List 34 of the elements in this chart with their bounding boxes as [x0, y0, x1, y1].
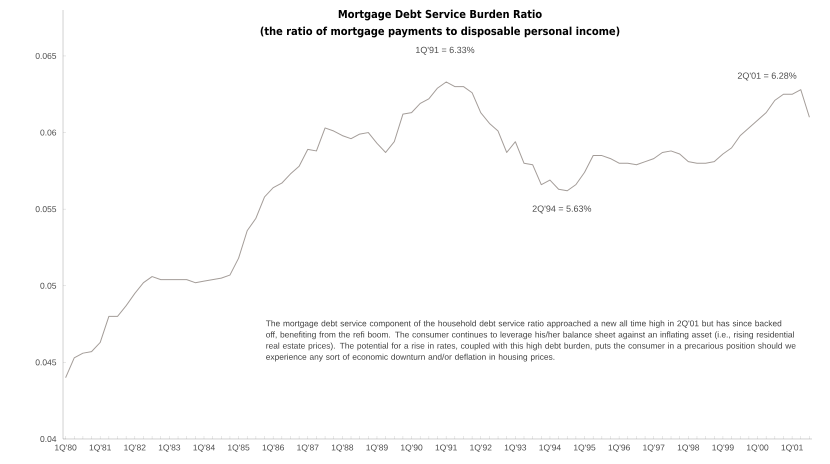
y-tick-label: 0.04 [40, 436, 56, 442]
x-tick-label: 1Q'92 [470, 444, 492, 452]
y-tick-label: 0.055 [36, 206, 56, 212]
x-tick-label: 1Q'87 [297, 444, 319, 452]
x-tick-label: 1Q'98 [678, 444, 700, 452]
annotation: The mortgage debt service component of the household debt service ratio approached a new all time high in 2Q'01 but has since backed off, benefiting from the refi boom. The consumer continues to leverage his/her balance sheet against an inflating asset (i.e., rising residential real estate prices). The potential for a rise in rates, coupled with this high debt burden, puts the consumer in a precarious position should we experience any sort of economic downturn and/or deflation in housing prices. [266, 320, 796, 362]
x-tick-label: 1Q'99 [712, 444, 734, 452]
x-tick-label: 1Q'88 [332, 444, 354, 452]
annotation: 2Q'01 = 6.28% [738, 72, 796, 80]
x-tick-label: 1Q'96 [608, 444, 630, 452]
x-tick-label: 1Q'97 [643, 444, 664, 452]
x-tick-label: 1Q'81 [90, 444, 111, 452]
x-tick-label: 1Q'83 [158, 444, 180, 452]
x-tick-label: 1Q'90 [401, 444, 422, 452]
x-tick-label: 1Q'94 [539, 444, 561, 452]
y-tick-label: 0.065 [36, 52, 56, 59]
annotation: 2Q'94 = 5.63% [532, 205, 592, 214]
y-tick-label: 0.045 [36, 359, 56, 366]
x-tick-label: 1Q'89 [366, 444, 388, 452]
text: (the ratio of mortgage payments to disposable personal income) [260, 26, 620, 38]
annotation: 1Q'91 = 6.33% [416, 46, 474, 55]
x-tick-label: 1Q'85 [228, 444, 250, 452]
x-tick-label: 1Q'01 [782, 444, 803, 452]
x-tick-label: 1Q'95 [574, 444, 596, 452]
x-tick-label: 1Q'84 [193, 444, 215, 452]
y-tick-label: 0.06 [40, 130, 56, 136]
chart-title: Mortgage Debt Service Burden Ratio [338, 10, 542, 20]
x-tick-label: 1Q'91 [436, 444, 457, 452]
x-tick-label: 1Q'82 [124, 444, 146, 452]
x-tick-label: 1Q'80 [55, 444, 76, 452]
x-tick-label: 1Q'86 [262, 444, 284, 452]
y-tick-label: 0.05 [40, 282, 56, 289]
x-tick-label: 1Q'93 [504, 444, 526, 452]
x-tick-label: 1Q'00 [746, 444, 768, 452]
